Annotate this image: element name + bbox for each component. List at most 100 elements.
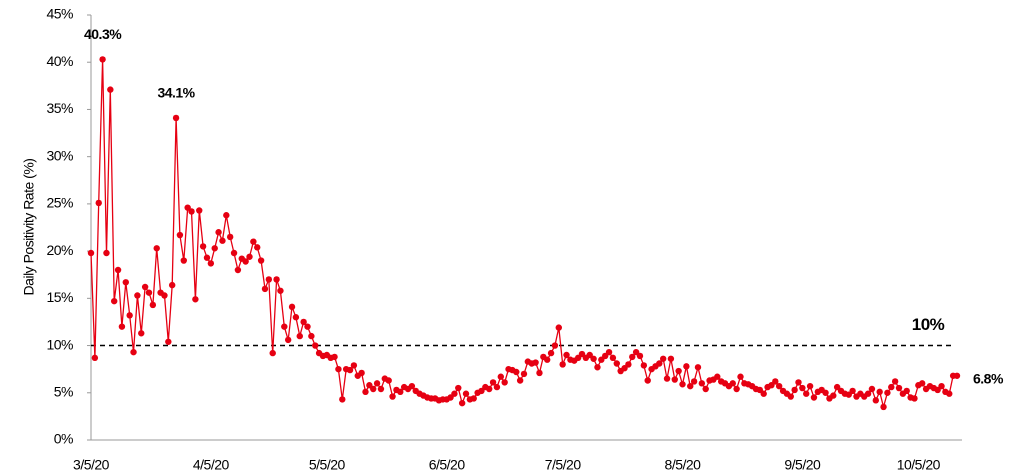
data-point: [849, 387, 856, 395]
data-point: [543, 356, 551, 363]
data-point: [377, 385, 385, 393]
data-point: [188, 208, 195, 215]
data-point: [288, 303, 296, 311]
data-point: [493, 383, 501, 391]
data-point: [795, 379, 802, 386]
x-tick-label: 5/5/20: [309, 457, 346, 473]
data-point: [594, 364, 601, 371]
data-point: [536, 369, 543, 377]
y-tick-label: 20%: [46, 242, 73, 258]
data-point: [683, 363, 690, 370]
data-point: [563, 351, 570, 359]
data-point: [880, 403, 887, 411]
data-point: [230, 249, 238, 257]
data-point: [687, 382, 694, 390]
data-point: [810, 394, 818, 401]
data-point: [192, 296, 199, 303]
annotation: 6.8%: [973, 370, 1004, 386]
data-point: [516, 377, 524, 384]
data-point: [714, 373, 721, 380]
data-point: [87, 249, 95, 257]
data-point: [168, 281, 176, 289]
data-point: [95, 199, 102, 207]
data-point: [636, 352, 644, 360]
data-point: [520, 370, 528, 378]
data-point: [547, 349, 555, 357]
data-point: [149, 301, 157, 309]
data-point: [300, 318, 307, 326]
data-point: [308, 332, 315, 340]
y-tick-label: 40%: [46, 53, 73, 69]
data-point: [312, 342, 319, 349]
data-point: [470, 395, 477, 402]
data-point: [919, 380, 926, 387]
data-point: [644, 377, 651, 384]
x-tick-label: 4/5/20: [193, 457, 230, 473]
data-point: [876, 388, 883, 396]
data-point: [265, 276, 273, 283]
data-point: [462, 390, 470, 397]
data-point: [911, 395, 918, 402]
data-point: [281, 323, 288, 330]
data-point: [791, 386, 798, 394]
data-point: [246, 253, 253, 260]
data-point: [640, 362, 648, 369]
data-point: [625, 361, 632, 368]
annotation: 40.3%: [84, 26, 122, 42]
data-point: [273, 276, 280, 283]
data-point: [107, 86, 114, 93]
data-point: [99, 56, 106, 63]
data-point: [254, 244, 261, 251]
data-point: [698, 380, 706, 387]
data-point: [656, 360, 663, 367]
data-point: [172, 114, 180, 122]
data-point: [242, 258, 249, 265]
data-point: [161, 292, 168, 299]
annotation: 34.1%: [157, 85, 195, 101]
data-point: [284, 336, 292, 344]
data-point: [362, 388, 369, 396]
data-point: [787, 393, 794, 400]
data-point: [559, 361, 566, 368]
data-point: [219, 237, 226, 244]
data-point: [671, 376, 678, 383]
data-point: [946, 390, 953, 397]
data-point: [226, 233, 234, 241]
data-point: [110, 297, 118, 305]
y-tick-label: 0%: [54, 431, 73, 447]
data-point: [203, 254, 211, 261]
data-point: [180, 257, 187, 264]
data-point: [489, 379, 497, 386]
data-point: [153, 245, 160, 252]
data-point: [737, 373, 744, 380]
data-point: [122, 279, 129, 286]
data-point: [679, 381, 686, 388]
data-point: [868, 385, 876, 393]
data-point: [304, 323, 311, 330]
data-point: [196, 207, 203, 214]
data-point: [806, 382, 814, 390]
data-point: [408, 382, 416, 390]
x-tick-label: 8/5/20: [665, 457, 702, 473]
data-point: [331, 353, 338, 361]
data-point: [118, 323, 126, 330]
x-tick-label: 6/5/20: [429, 457, 466, 473]
data-point: [667, 355, 675, 362]
data-point: [458, 399, 466, 407]
y-tick-label: 10%: [46, 336, 73, 352]
data-point: [138, 330, 145, 337]
data-point: [772, 378, 779, 385]
data-point: [822, 389, 829, 396]
data-point: [702, 385, 709, 393]
data-point: [803, 390, 810, 397]
data-point: [551, 342, 559, 349]
data-point: [389, 393, 396, 400]
data-point: [130, 348, 137, 356]
data-point: [292, 314, 300, 321]
data-point: [953, 372, 961, 379]
data-point: [126, 312, 133, 319]
data-point: [141, 283, 149, 291]
data-point: [350, 362, 358, 369]
data-point: [223, 212, 230, 219]
data-point: [451, 390, 458, 397]
